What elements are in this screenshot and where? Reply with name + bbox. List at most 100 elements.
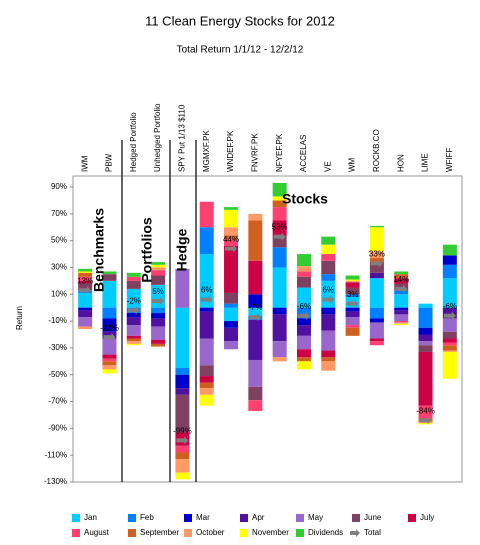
annotation: Benchmarks — [91, 208, 107, 292]
total-marker — [370, 259, 383, 268]
bar-segment — [224, 321, 239, 328]
bar-segment — [369, 258, 384, 263]
bar-segment — [296, 266, 311, 272]
x-tick-label: Hedged Portfolio — [129, 112, 138, 172]
bar-segment — [442, 342, 457, 346]
bar-segment — [345, 280, 360, 283]
bar-segment — [394, 278, 409, 284]
legend-label: September — [140, 528, 179, 537]
total-label: -6% — [443, 302, 457, 311]
bar-segment — [272, 247, 287, 268]
x-tick-label: WNDEF.PK — [226, 130, 235, 172]
bar-segment — [175, 268, 190, 308]
bar-segment — [126, 280, 141, 289]
bar-segment — [272, 207, 287, 221]
bar-segment — [151, 262, 166, 265]
y-tick-label: -70% — [48, 397, 67, 406]
legend-swatch — [408, 514, 416, 522]
bar-segment — [102, 280, 117, 308]
legend-label: Feb — [140, 513, 154, 522]
total-marker — [249, 313, 262, 322]
legend-swatch — [128, 529, 136, 537]
bar-segment — [369, 338, 384, 342]
legend-label: August — [84, 528, 110, 537]
x-tick-label: HON — [396, 154, 405, 172]
bar-segment — [248, 319, 263, 360]
bar-segment — [151, 313, 166, 319]
bar-segment — [78, 271, 93, 273]
y-tick-label: 10% — [51, 289, 67, 298]
bar-segment — [199, 227, 214, 255]
total-marker — [395, 284, 408, 293]
bar-segment — [224, 246, 239, 293]
bar-segment — [78, 292, 93, 308]
bar-segment — [224, 235, 239, 240]
bar-segment — [248, 260, 263, 295]
bar-segment — [418, 341, 433, 346]
legend-swatch — [296, 514, 304, 522]
bar-segment — [345, 275, 360, 280]
bar-segment — [369, 227, 384, 252]
bar-segment — [394, 310, 409, 315]
total-label: 13% — [77, 276, 93, 285]
bar-segment — [199, 388, 214, 395]
bar-segment — [345, 327, 360, 336]
chart-subtitle: Total Return 1/1/12 - 12/2/12 — [177, 45, 304, 56]
x-tick-label: PBW — [105, 153, 114, 172]
bar-segment — [175, 394, 190, 433]
total-label: 6% — [201, 286, 213, 295]
legend-swatch — [184, 514, 192, 522]
bar-segment — [321, 330, 336, 351]
bar-segment — [224, 307, 239, 322]
bar-segment — [418, 405, 433, 419]
bar-segment — [296, 271, 311, 277]
bar-segment — [272, 236, 287, 248]
y-tick-label: -10% — [48, 316, 67, 325]
bar-segment — [199, 382, 214, 389]
bar-segment — [321, 357, 336, 362]
bar-segment — [199, 365, 214, 377]
bar-segment — [78, 307, 93, 311]
total-label: 14% — [393, 275, 409, 284]
bar-segment — [126, 343, 141, 346]
total-marker — [103, 333, 116, 342]
total-marker — [200, 295, 213, 304]
bar-segment — [296, 287, 311, 308]
total-marker — [225, 244, 238, 253]
bar-segment — [442, 255, 457, 265]
bar-segment — [418, 327, 433, 335]
bar-segment — [418, 307, 433, 328]
bar-segment — [126, 317, 141, 326]
x-tick-label: IWM — [80, 155, 89, 172]
total-marker — [273, 232, 286, 241]
bar-segment — [102, 369, 117, 374]
bar-segment — [199, 338, 214, 366]
bar-segment — [126, 272, 141, 277]
total-label: 5% — [152, 287, 164, 296]
x-tick-label: FNVRF.PK — [250, 133, 259, 172]
bar-segment — [296, 318, 311, 326]
bar-segment — [126, 325, 141, 336]
bar-segment — [224, 303, 239, 308]
total-label: -6% — [297, 302, 311, 311]
bar-segment — [321, 236, 336, 245]
bar-segment — [321, 260, 336, 275]
bar-segment — [151, 267, 166, 271]
bar-segment — [224, 239, 239, 246]
legend-swatch — [72, 529, 80, 537]
legend-label: May — [308, 513, 323, 522]
bar-segment — [272, 267, 287, 308]
legend-label: June — [364, 513, 382, 522]
bar-segment — [369, 272, 384, 279]
bar-segment — [126, 313, 141, 318]
legend-swatch — [72, 514, 80, 522]
bar-segment — [102, 274, 117, 281]
bar-segment — [224, 227, 239, 236]
total-label: 33% — [369, 250, 385, 259]
bar-segment — [296, 361, 311, 370]
total-label: 44% — [223, 235, 239, 244]
bar-segment — [151, 318, 166, 327]
bar-segment — [369, 262, 384, 273]
annotation: Portfolios — [139, 217, 155, 283]
bar-segment — [102, 354, 117, 359]
